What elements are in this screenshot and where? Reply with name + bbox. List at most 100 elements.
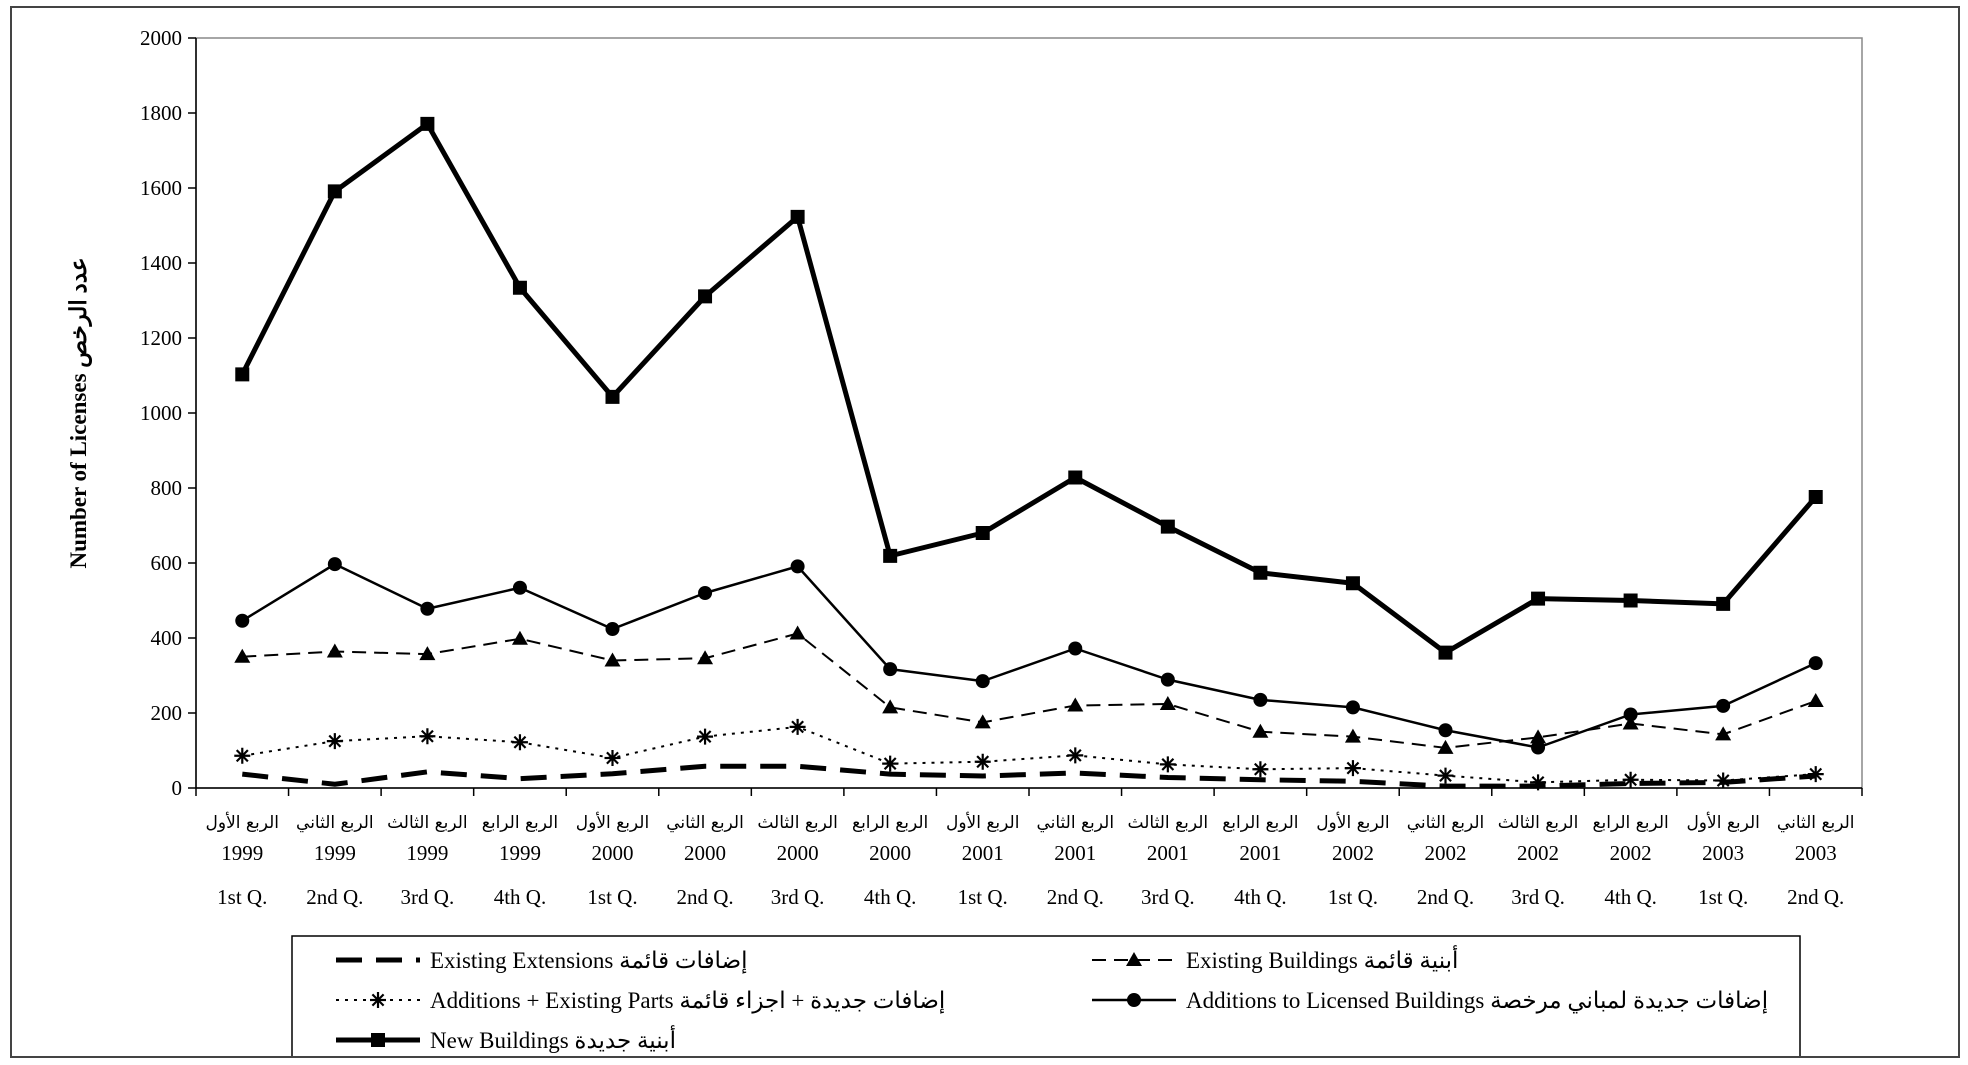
x-label-quarter: 3rd Q. — [401, 885, 455, 909]
x-label-quarter: 2nd Q. — [1417, 885, 1474, 909]
data-point-new-buildings — [235, 367, 250, 382]
x-label-arabic: الربع الثاني — [296, 813, 374, 833]
y-tick-label: 0 — [172, 776, 183, 800]
x-label-quarter: 1st Q. — [1698, 885, 1748, 909]
data-point-additions-licensed — [1623, 707, 1638, 722]
x-label-year: 2001 — [1239, 841, 1281, 865]
x-label-year: 2001 — [962, 841, 1004, 865]
legend-item-existing-buildings: Existing Buildings أبنية قائمة — [1092, 945, 1458, 973]
x-label-quarter: 2nd Q. — [1787, 885, 1844, 909]
data-point-new-buildings — [698, 289, 713, 304]
data-point-new-buildings — [1716, 596, 1731, 611]
line-chart: 0 200 400 600 800 1000 1200 1400 1600 1800 2000 ال… — [66, 26, 1863, 1056]
data-point-additions-licensed — [235, 613, 250, 628]
y-tick-label: 800 — [151, 476, 183, 500]
plot-area-border — [195, 37, 1863, 789]
x-label-arabic: الربع الثاني — [666, 813, 744, 833]
data-point-additions-licensed — [1345, 700, 1360, 715]
data-point-additions-existing-parts — [697, 728, 714, 745]
data-point-existing-buildings — [604, 652, 621, 667]
data-point-existing-buildings — [1344, 728, 1361, 743]
legend-item-new-buildings: New Buildings أبنية جديدة — [336, 1025, 676, 1053]
data-point-additions-licensed — [883, 662, 898, 677]
x-label-year: 1999 — [221, 841, 263, 865]
x-label-quarter: 1st Q. — [958, 885, 1008, 909]
data-point-new-buildings — [1808, 490, 1823, 504]
data-point-additions-existing-parts — [1252, 761, 1269, 778]
data-point-additions-existing-parts — [974, 753, 991, 770]
legend-box — [291, 935, 1801, 1056]
x-label-arabic: الربع الرابع — [1222, 813, 1298, 833]
legend-item-existing-extensions: Existing Extensions إضافات قائمة — [336, 948, 748, 975]
data-point-additions-existing-parts — [1807, 766, 1824, 783]
series-additions-licensed — [235, 557, 1823, 755]
series-line-additions-licensed — [241, 562, 1817, 749]
x-label-arabic: الربع الثالث — [1128, 813, 1209, 833]
data-point-additions-existing-parts — [1344, 760, 1361, 777]
x-label-arabic: الربع الثاني — [1777, 813, 1855, 833]
data-point-additions-licensed — [790, 559, 805, 574]
data-point-additions-existing-parts — [1622, 771, 1639, 788]
y-tick-label: 1400 — [140, 251, 182, 275]
data-point-new-buildings — [1160, 519, 1175, 534]
data-point-new-buildings — [327, 184, 342, 199]
x-label-quarter: 2nd Q. — [676, 885, 733, 909]
x-label-quarter: 4th Q. — [494, 885, 547, 909]
data-point-additions-existing-parts — [1159, 756, 1176, 773]
x-label-arabic: الربع الثالث — [1498, 813, 1579, 833]
data-point-existing-buildings — [1622, 715, 1639, 730]
data-point-existing-buildings — [1807, 693, 1824, 707]
data-point-new-buildings — [883, 548, 898, 563]
data-point-additions-existing-parts — [326, 733, 343, 750]
data-point-existing-buildings — [789, 625, 806, 640]
data-point-additions-existing-parts — [1067, 747, 1084, 764]
x-label-arabic: الربع الأول — [946, 812, 1019, 833]
data-point-additions-existing-parts — [511, 734, 528, 751]
data-point-existing-buildings — [974, 714, 991, 729]
chart-frame: 0 200 400 600 800 1000 1200 1400 1600 1800 2000 ال… — [10, 6, 1960, 1058]
x-label-quarter: 2nd Q. — [306, 885, 363, 909]
x-label-arabic: الربع الثاني — [1036, 813, 1114, 833]
legend-label-additions-existing-parts: Additions + Existing Parts إضافات جديدة … — [430, 988, 945, 1015]
x-label-quarter: 4th Q. — [864, 885, 917, 909]
x-label-year: 2001 — [1054, 841, 1096, 865]
x-label-arabic: الربع الرابع — [852, 813, 928, 833]
x-label-quarter: 1st Q. — [217, 885, 267, 909]
data-point-new-buildings — [605, 389, 620, 404]
series-new-buildings — [235, 116, 1823, 660]
legend-marker-additions-licensed — [1127, 993, 1141, 1007]
data-point-additions-existing-parts — [234, 747, 251, 764]
data-point-new-buildings — [975, 526, 990, 540]
y-tick-label: 400 — [151, 626, 183, 650]
x-label-arabic: الربع الثاني — [1407, 813, 1485, 833]
x-label-year: 2003 — [1702, 841, 1744, 865]
legend-item-additions-existing-parts: Additions + Existing Parts إضافات جديدة … — [336, 988, 945, 1015]
data-point-additions-existing-parts — [789, 718, 806, 735]
y-tick-label: 1200 — [140, 326, 182, 350]
x-label-arabic: الربع الأول — [1686, 812, 1759, 833]
data-point-additions-existing-parts — [419, 728, 436, 745]
x-label-year: 2002 — [1610, 841, 1652, 865]
x-label-arabic: الربع الثالث — [757, 813, 838, 833]
x-label-arabic: الربع الرابع — [482, 813, 558, 833]
x-label-year: 2001 — [1147, 841, 1189, 865]
legend-marker-additions-existing-parts — [370, 992, 386, 1008]
data-point-additions-licensed — [420, 601, 435, 616]
x-label-arabic: الربع الأول — [206, 812, 279, 833]
data-point-additions-licensed — [1068, 641, 1083, 656]
x-label-arabic: الربع الثالث — [387, 813, 468, 833]
y-tick-label: 600 — [151, 551, 183, 575]
data-point-new-buildings — [1253, 565, 1268, 580]
data-point-new-buildings — [512, 280, 527, 295]
x-label-year: 1999 — [314, 841, 356, 865]
x-label-year: 1999 — [406, 841, 448, 865]
series-line-additions-existing-parts — [242, 725, 1816, 784]
data-point-additions-existing-parts — [604, 750, 621, 766]
x-label-year: 2000 — [684, 841, 726, 865]
legend-item-additions-licensed: Additions to Licensed Buildings إضافات ج… — [1092, 988, 1768, 1015]
data-point-additions-licensed — [1160, 672, 1175, 687]
series-line-existing-extensions — [242, 763, 1816, 789]
data-point-additions-licensed — [975, 674, 990, 689]
x-label-year: 2002 — [1332, 841, 1374, 865]
data-point-additions-licensed — [698, 586, 713, 600]
